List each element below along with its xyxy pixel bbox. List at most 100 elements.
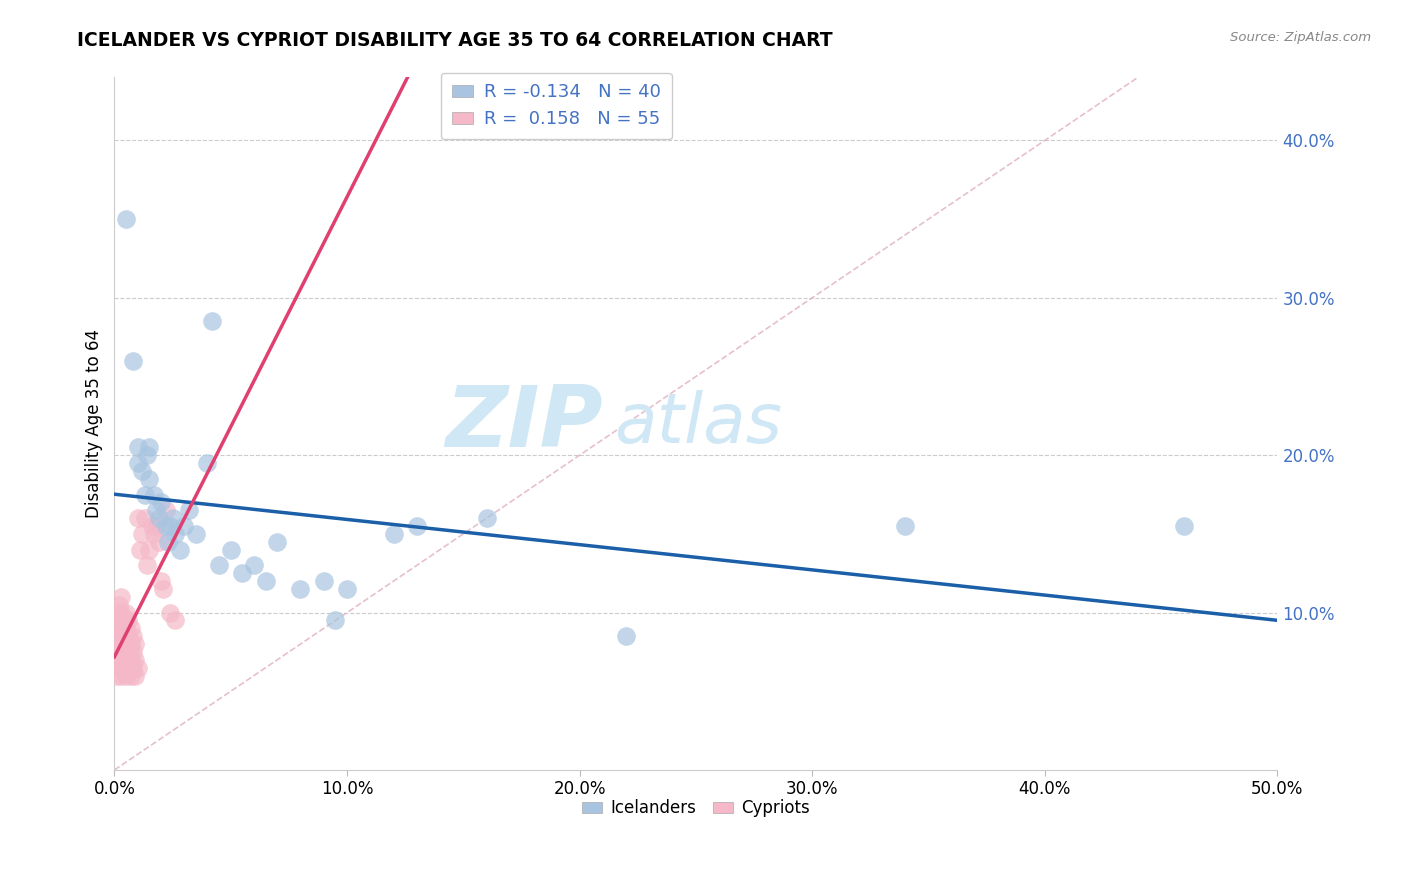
Point (231, 566, 253, 581)
Point (136, 558, 159, 573)
Point (127, 440, 149, 454)
Point (152, 582, 174, 596)
Point (162, 511, 184, 525)
Point (336, 582, 359, 596)
Point (112, 661, 135, 675)
Point (110, 653, 132, 667)
Point (131, 464, 153, 478)
Point (136, 448, 159, 462)
Point (117, 645, 139, 659)
Point (105, 653, 128, 667)
Point (127, 456, 149, 470)
Point (219, 542, 242, 557)
Point (115, 637, 138, 651)
Point (325, 614, 347, 628)
Point (197, 456, 219, 470)
Point (312, 574, 335, 588)
Point (138, 472, 160, 486)
Point (134, 511, 156, 525)
Point (145, 519, 167, 533)
Point (138, 440, 160, 454)
Point (112, 645, 135, 659)
Point (148, 534, 170, 549)
Point (117, 614, 139, 628)
Point (145, 503, 167, 517)
Text: atlas: atlas (614, 390, 783, 458)
Point (127, 511, 149, 525)
Point (120, 668, 142, 682)
Point (124, 668, 146, 682)
Point (290, 582, 312, 596)
Point (122, 661, 145, 675)
Point (108, 614, 131, 628)
Point (129, 542, 152, 557)
Text: ZIP: ZIP (446, 382, 603, 466)
Point (475, 511, 498, 525)
Point (177, 503, 200, 517)
Point (115, 668, 138, 682)
Point (108, 645, 131, 659)
Point (155, 519, 177, 533)
Point (117, 629, 139, 643)
Point (120, 653, 142, 667)
Point (124, 653, 146, 667)
Point (156, 534, 179, 549)
Point (382, 527, 405, 541)
Point (105, 621, 128, 635)
Point (122, 629, 145, 643)
Point (117, 661, 139, 675)
Point (110, 637, 132, 651)
Point (254, 574, 277, 588)
Point (142, 487, 165, 501)
Point (134, 487, 156, 501)
Point (184, 527, 207, 541)
Point (201, 314, 224, 328)
Text: Source: ZipAtlas.com: Source: ZipAtlas.com (1230, 31, 1371, 45)
Point (614, 629, 637, 643)
Legend: Icelanders, Cypriots: Icelanders, Cypriots (575, 793, 817, 824)
Point (110, 621, 132, 635)
Point (120, 637, 142, 651)
Point (127, 661, 149, 675)
Point (138, 542, 160, 557)
Point (105, 637, 128, 651)
Point (149, 495, 172, 509)
Point (159, 606, 181, 620)
Y-axis label: Disability Age 35 to 64: Disability Age 35 to 64 (86, 329, 103, 518)
Point (163, 614, 186, 628)
Point (122, 645, 145, 659)
Point (105, 668, 128, 682)
Point (266, 534, 288, 549)
Point (115, 653, 138, 667)
Point (159, 519, 181, 533)
Point (208, 558, 231, 573)
Point (149, 574, 172, 588)
Point (155, 503, 177, 517)
Point (108, 629, 131, 643)
Point (124, 637, 146, 651)
Point (894, 519, 917, 533)
Point (142, 527, 165, 541)
Point (122, 353, 145, 368)
Point (115, 621, 138, 635)
Point (112, 614, 135, 628)
Point (1173, 519, 1195, 533)
Point (163, 527, 186, 541)
Point (169, 542, 191, 557)
Point (110, 606, 132, 620)
Point (405, 519, 427, 533)
Point (105, 606, 128, 620)
Point (115, 606, 138, 620)
Point (131, 527, 153, 541)
Point (110, 668, 132, 682)
Point (108, 598, 131, 612)
Point (112, 629, 135, 643)
Point (120, 621, 142, 635)
Point (243, 558, 266, 573)
Text: ICELANDER VS CYPRIOT DISABILITY AGE 35 TO 64 CORRELATION CHART: ICELANDER VS CYPRIOT DISABILITY AGE 35 T… (77, 31, 832, 50)
Point (108, 661, 131, 675)
Point (115, 212, 138, 227)
Point (141, 519, 163, 533)
Point (110, 590, 132, 604)
Point (173, 519, 195, 533)
